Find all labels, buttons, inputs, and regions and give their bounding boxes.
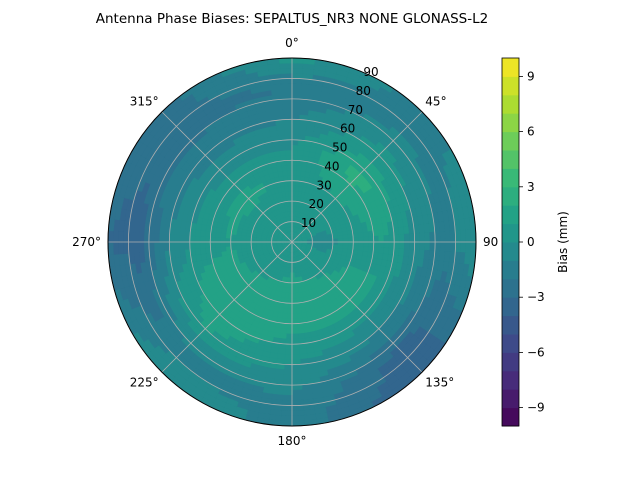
- angular-gridline: [161, 241, 293, 373]
- colorbar-segment: [502, 352, 519, 372]
- radial-tick-label: 40: [324, 159, 339, 173]
- theta-tick-label: 0°: [285, 36, 299, 50]
- polar-grid: [107, 57, 477, 427]
- colorbar-tick-label: −9: [527, 401, 545, 415]
- colorbar-segment: [502, 186, 519, 206]
- radial-tick-label: 20: [309, 197, 324, 211]
- heatmap-cell: [278, 420, 294, 426]
- theta-tick-label: 45°: [425, 94, 446, 108]
- colorbar: −9 −6 −3 0 3 6 9: [501, 57, 545, 427]
- colorbar-label: Bias (mm): [556, 211, 570, 273]
- colorbar-tick-label: −6: [527, 345, 545, 359]
- theta-tick-label: 315°: [130, 94, 159, 108]
- colorbar-segment: [502, 150, 519, 169]
- colorbar-segment: [502, 113, 519, 133]
- colorbar-segment: [502, 370, 519, 390]
- theta-tick-labels: 0° 45° 90 135° 180° 225° 270° 315°: [72, 36, 498, 448]
- radial-tick-labels: 10 20 30 40 50 60 70 80 90: [301, 65, 379, 230]
- colorbar-segment: [502, 76, 519, 96]
- heatmap-cell: [290, 420, 306, 426]
- colorbar-tick-label: −3: [527, 290, 545, 304]
- colorbar-segment: [502, 242, 519, 261]
- colorbar-tick-label: 3: [527, 180, 535, 194]
- colorbar-segment: [502, 260, 519, 280]
- polar-frame: [107, 57, 477, 427]
- colorbar-segment: [502, 389, 519, 409]
- theta-tick-label: 90: [483, 235, 498, 249]
- angular-gridline: [161, 111, 293, 243]
- radial-tick-label: 30: [316, 178, 331, 192]
- heatmap-cell: [278, 58, 294, 64]
- colorbar-segment: [502, 334, 519, 353]
- colorbar-segment: [502, 94, 519, 114]
- colorbar-segment: [502, 58, 519, 77]
- radial-tick-label: 10: [301, 216, 316, 230]
- heatmap-cell: [470, 240, 476, 256]
- theta-tick-label: 225°: [130, 376, 159, 390]
- theta-tick-label: 180°: [278, 434, 307, 448]
- angular-gridline: [291, 111, 423, 243]
- colorbar-tick-label: 6: [527, 125, 535, 139]
- colorbar-segment: [502, 131, 519, 151]
- chart-title: Antenna Phase Biases: SEPALTUS_NR3 NONE …: [96, 11, 488, 27]
- colorbar-tick-label: 9: [527, 69, 535, 83]
- colorbar-segment: [502, 297, 519, 317]
- angular-gridline: [291, 241, 423, 373]
- heatmap-cell: [108, 228, 114, 244]
- theta-tick-label: 135°: [425, 376, 454, 390]
- heatmap-cell: [108, 240, 114, 256]
- radial-tick-label: 50: [332, 141, 347, 155]
- radial-tick-label: 60: [340, 122, 355, 136]
- colorbar-segment: [502, 278, 519, 298]
- colorbar-segment: [502, 315, 519, 335]
- radial-tick-label: 70: [348, 103, 363, 117]
- theta-tick-label: 270°: [72, 235, 101, 249]
- colorbar-segment: [502, 205, 519, 225]
- colorbar-tick-label: 0: [527, 235, 535, 249]
- colorbar-segment: [502, 168, 519, 188]
- radial-tick-label: 90: [363, 65, 378, 79]
- heatmap-cell: [470, 228, 476, 244]
- colorbar-segment: [502, 407, 519, 427]
- colorbar-segment: [502, 223, 519, 243]
- radial-tick-label: 80: [356, 84, 371, 98]
